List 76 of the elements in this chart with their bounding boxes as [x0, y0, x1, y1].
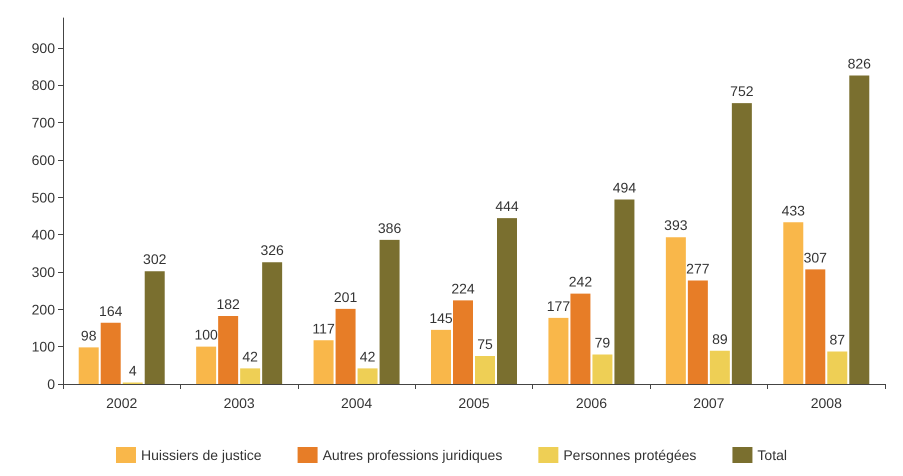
bar: [548, 318, 568, 384]
bar: [710, 350, 730, 384]
bar: [475, 356, 495, 384]
y-tick-label: 700: [32, 114, 56, 131]
y-tick-label: 600: [32, 152, 56, 168]
data-label: 87: [829, 332, 846, 348]
legend-label: Autres professions juridiques: [322, 447, 502, 463]
data-label: 277: [686, 260, 710, 277]
data-label: 224: [451, 280, 475, 296]
x-tick-label: 2008: [810, 395, 842, 411]
data-label: 98: [80, 327, 97, 344]
data-label: 433: [782, 202, 806, 218]
bar: [144, 271, 165, 384]
x-tick-label: 2007: [693, 395, 725, 411]
data-label: 201: [334, 288, 358, 305]
bar: [805, 269, 826, 384]
data-label: 42: [360, 348, 376, 364]
y-tick-label: 900: [32, 40, 56, 56]
bar: [78, 347, 99, 384]
bar: [100, 322, 121, 384]
bar: [849, 76, 870, 384]
bar: [453, 300, 473, 384]
bar: [666, 237, 686, 384]
bar: [262, 262, 282, 384]
bar: [358, 368, 378, 384]
data-label: 386: [378, 220, 402, 236]
x-tick-label: 2003: [224, 395, 255, 411]
y-tick-label: 500: [32, 189, 56, 206]
data-label: 494: [612, 180, 636, 196]
bar: [783, 222, 804, 384]
x-tick-label: 2002: [106, 395, 138, 411]
data-label: 79: [594, 334, 610, 350]
bar: [732, 103, 752, 384]
y-tick-label: 400: [32, 226, 56, 243]
y-tick-label: 200: [32, 301, 56, 318]
y-tick-label: 100: [32, 338, 56, 355]
data-label: 177: [546, 298, 570, 314]
data-label: 182: [216, 296, 240, 312]
data-label: 164: [99, 302, 123, 319]
x-tick-label: 2004: [340, 395, 372, 411]
data-label: 89: [712, 330, 728, 347]
bar: [218, 316, 238, 384]
x-tick-label: 2006: [576, 395, 608, 411]
data-label: 826: [848, 56, 872, 72]
data-label: 242: [568, 274, 592, 290]
data-label: 307: [804, 249, 828, 266]
bar: [570, 294, 590, 384]
bar: [614, 200, 634, 384]
data-label: 75: [477, 336, 493, 352]
bar: [380, 240, 400, 384]
bar: [688, 280, 708, 384]
data-label: 145: [429, 310, 453, 326]
legend-label: Huissiers de justice: [140, 447, 262, 463]
data-label: 4: [128, 362, 137, 379]
data-label: 393: [664, 217, 688, 234]
data-label: 100: [194, 326, 218, 343]
y-tick-label: 300: [32, 264, 56, 280]
bar: [592, 354, 612, 384]
bar: [240, 368, 260, 384]
legend-label: Total: [757, 447, 788, 463]
bar: [497, 218, 517, 384]
data-label: 302: [143, 251, 167, 268]
bar: [336, 308, 356, 384]
x-tick-label: 2005: [458, 395, 490, 411]
data-label: 444: [495, 198, 519, 214]
legend-label: Personnes protégées: [563, 447, 696, 463]
bar: [827, 352, 848, 384]
data-label: 326: [260, 242, 284, 258]
data-label: 117: [312, 320, 335, 336]
bar: [196, 346, 216, 384]
y-tick-label: 0: [47, 376, 56, 392]
data-label: 752: [730, 83, 754, 100]
data-label: 42: [242, 348, 258, 364]
bar: [314, 340, 334, 384]
bar: [431, 330, 451, 384]
y-tick-label: 800: [32, 77, 56, 94]
